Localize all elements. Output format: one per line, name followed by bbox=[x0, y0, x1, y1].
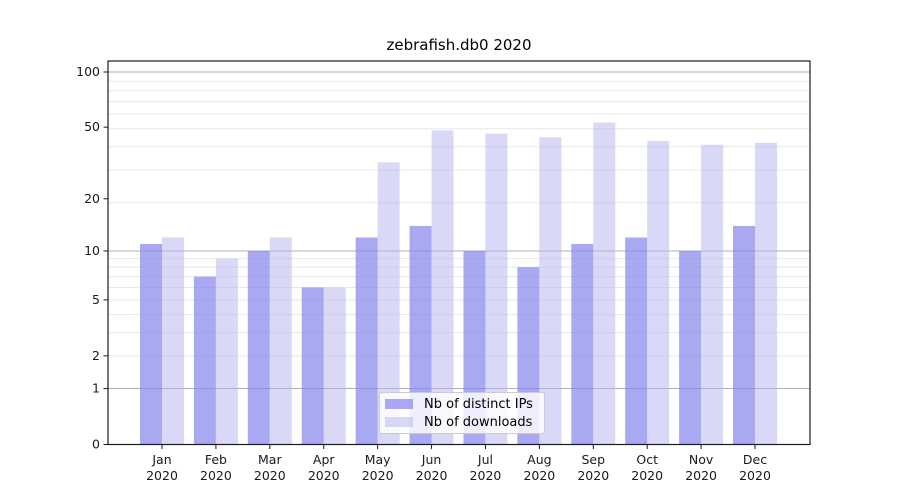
x-tick-label-month: Mar bbox=[258, 452, 282, 467]
bar-feb-nb-of-distinct-ips bbox=[193, 276, 216, 445]
x-tick-label-month: Apr bbox=[313, 452, 335, 467]
x-tick-label-year: 2020 bbox=[577, 468, 609, 483]
y-tick-label: 10 bbox=[84, 243, 100, 258]
bar-mar-nb-of-distinct-ips bbox=[247, 250, 270, 445]
y-tick-label: 5 bbox=[92, 292, 100, 307]
x-tick-label-year: 2020 bbox=[362, 468, 394, 483]
bar-aug-nb-of-downloads bbox=[539, 137, 562, 445]
y-tick-label: 2 bbox=[92, 348, 100, 363]
x-tick-label-year: 2020 bbox=[685, 468, 717, 483]
x-tick-label-month: Jun bbox=[421, 452, 442, 467]
bar-apr-nb-of-distinct-ips bbox=[301, 287, 324, 445]
bar-jul-nb-of-downloads bbox=[485, 133, 508, 445]
x-tick-label-year: 2020 bbox=[739, 468, 771, 483]
legend: Nb of distinct IPs Nb of downloads bbox=[379, 392, 545, 434]
x-tick-label-month: Jul bbox=[477, 452, 493, 467]
bar-nov-nb-of-distinct-ips bbox=[679, 250, 702, 445]
y-tick-label: 100 bbox=[76, 64, 100, 79]
chart-title: zebrafish.db0 2020 bbox=[386, 36, 532, 54]
y-tick-label: 1 bbox=[92, 381, 100, 396]
bar-may-nb-of-distinct-ips bbox=[355, 237, 378, 445]
legend-swatch-downloads bbox=[385, 417, 413, 427]
x-tick-label-month: Jan bbox=[151, 452, 171, 467]
bar-oct-nb-of-distinct-ips bbox=[625, 237, 648, 445]
bar-jan-nb-of-distinct-ips bbox=[140, 243, 162, 445]
bar-jan-nb-of-downloads bbox=[162, 237, 184, 445]
x-tick-label-month: Feb bbox=[205, 452, 227, 467]
x-tick-label-month: May bbox=[365, 452, 391, 467]
legend-item-distinct-ips: Nb of distinct IPs bbox=[385, 395, 539, 413]
y-tick-label: 20 bbox=[84, 191, 100, 206]
x-tick-label-year: 2020 bbox=[308, 468, 340, 483]
plot-border bbox=[107, 60, 811, 446]
bar-feb-nb-of-downloads bbox=[215, 258, 238, 445]
x-tick-label-month: Oct bbox=[636, 452, 658, 467]
x-tick-label-month: Sep bbox=[581, 452, 605, 467]
bar-mar-nb-of-downloads bbox=[269, 237, 292, 445]
bar-sep-nb-of-downloads bbox=[593, 122, 616, 445]
x-tick-label-month: Aug bbox=[527, 452, 551, 467]
legend-item-downloads: Nb of downloads bbox=[385, 413, 539, 431]
bar-dec-nb-of-downloads bbox=[755, 142, 778, 445]
bar-jun-nb-of-distinct-ips bbox=[409, 225, 432, 445]
bar-oct-nb-of-downloads bbox=[647, 140, 670, 445]
x-tick-label-year: 2020 bbox=[631, 468, 663, 483]
y-tick-label: 0 bbox=[92, 437, 100, 452]
bar-sep-nb-of-distinct-ips bbox=[571, 243, 594, 445]
bar-apr-nb-of-downloads bbox=[323, 287, 346, 445]
bar-jun-nb-of-downloads bbox=[431, 130, 454, 445]
x-tick-label-year: 2020 bbox=[254, 468, 286, 483]
x-tick-label-year: 2020 bbox=[416, 468, 448, 483]
x-tick-label-month: Nov bbox=[689, 452, 714, 467]
bar-may-nb-of-downloads bbox=[377, 162, 400, 445]
x-tick-label-year: 2020 bbox=[470, 468, 502, 483]
bar-nov-nb-of-downloads bbox=[701, 144, 724, 445]
legend-swatch-distinct-ips bbox=[385, 399, 413, 409]
y-tick-label: 50 bbox=[84, 119, 100, 134]
x-tick-label-month: Dec bbox=[743, 452, 767, 467]
x-tick-label-year: 2020 bbox=[523, 468, 555, 483]
legend-label-distinct-ips: Nb of distinct IPs bbox=[424, 396, 533, 412]
x-tick-label-year: 2020 bbox=[200, 468, 232, 483]
legend-label-downloads: Nb of downloads bbox=[424, 414, 533, 430]
x-tick-label-year: 2020 bbox=[146, 468, 178, 483]
bar-dec-nb-of-distinct-ips bbox=[733, 225, 756, 445]
